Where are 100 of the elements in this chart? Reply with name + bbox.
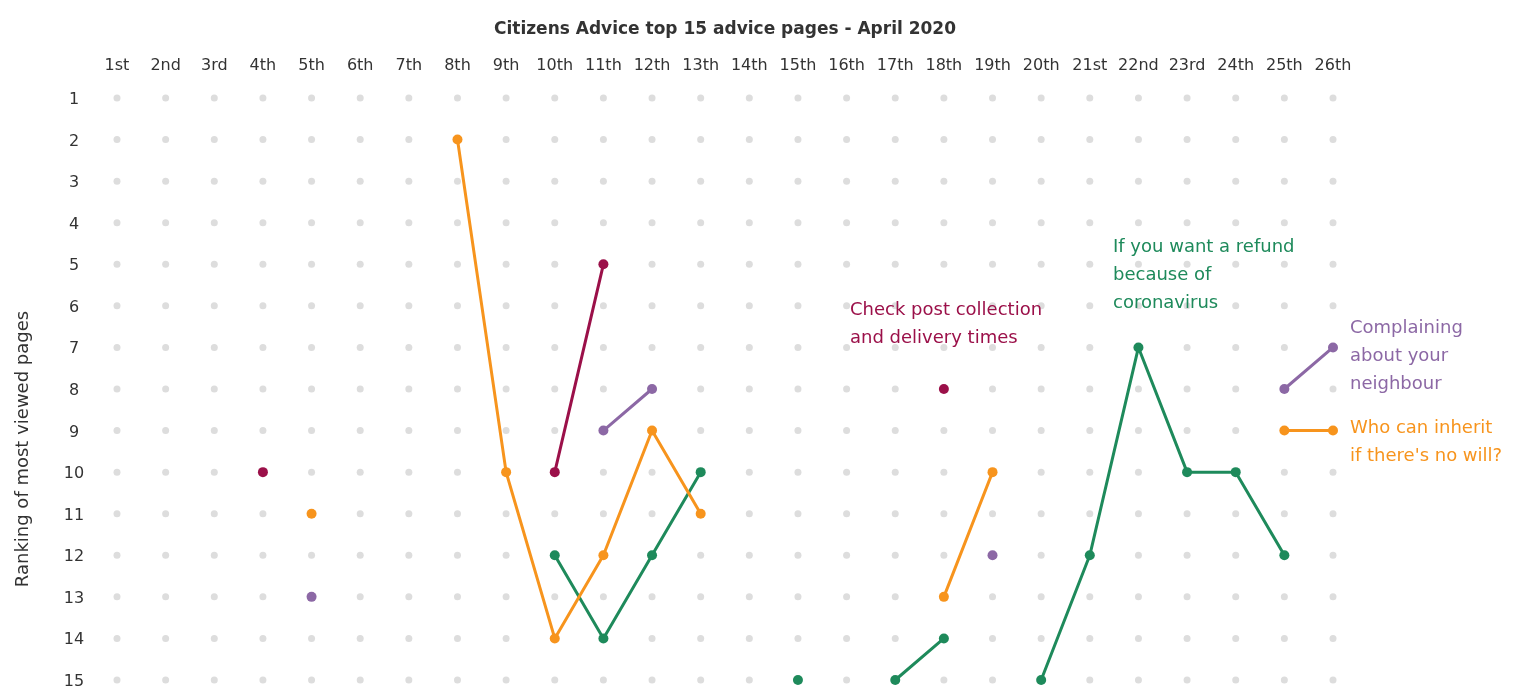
point bbox=[938, 633, 949, 644]
point bbox=[843, 427, 851, 435]
point bbox=[1328, 425, 1338, 436]
point bbox=[356, 302, 364, 310]
point bbox=[843, 551, 851, 559]
point bbox=[1183, 634, 1191, 642]
x-tick-label: 11th bbox=[585, 55, 622, 74]
point bbox=[1232, 427, 1240, 435]
point bbox=[405, 676, 413, 684]
point bbox=[453, 510, 461, 518]
point bbox=[745, 551, 753, 559]
y-tick-label: 10 bbox=[63, 463, 85, 483]
point bbox=[453, 676, 461, 684]
point bbox=[989, 177, 997, 185]
point bbox=[453, 385, 461, 393]
point bbox=[405, 260, 413, 268]
point bbox=[1280, 634, 1288, 642]
x-tick-label: 13th bbox=[682, 55, 720, 74]
point bbox=[453, 302, 461, 310]
point bbox=[745, 260, 753, 268]
point bbox=[598, 259, 609, 270]
x-tick-label: 2nd bbox=[150, 55, 181, 74]
point bbox=[697, 219, 705, 227]
point bbox=[1280, 302, 1288, 310]
point bbox=[843, 136, 851, 144]
point bbox=[356, 593, 364, 601]
point bbox=[1230, 467, 1241, 478]
point bbox=[356, 468, 364, 476]
point bbox=[259, 136, 267, 144]
point bbox=[648, 634, 656, 642]
point bbox=[648, 593, 656, 601]
point bbox=[794, 260, 802, 268]
point bbox=[1280, 219, 1288, 227]
point bbox=[648, 468, 656, 476]
point bbox=[1084, 550, 1095, 561]
chart-title: Citizens Advice top 15 advice pages - April 2020 bbox=[493, 18, 957, 38]
point bbox=[308, 94, 316, 102]
point bbox=[989, 634, 997, 642]
point bbox=[989, 510, 997, 518]
y-tick-label: 15 bbox=[63, 671, 85, 687]
point bbox=[599, 468, 607, 476]
point bbox=[599, 94, 607, 102]
point bbox=[502, 551, 510, 559]
point bbox=[697, 177, 705, 185]
point bbox=[1329, 260, 1337, 268]
y-tick-label: 14 bbox=[63, 629, 85, 649]
point bbox=[1329, 177, 1337, 185]
point bbox=[987, 550, 998, 561]
point bbox=[551, 385, 559, 393]
point bbox=[502, 676, 510, 684]
point bbox=[308, 634, 316, 642]
point bbox=[1036, 675, 1047, 685]
point bbox=[989, 219, 997, 227]
point bbox=[794, 468, 802, 476]
point bbox=[648, 510, 656, 518]
point bbox=[890, 675, 901, 685]
x-tick-label: 16th bbox=[828, 55, 865, 74]
point bbox=[1086, 302, 1094, 310]
point bbox=[113, 593, 121, 601]
point bbox=[308, 427, 316, 435]
x-tick-label: 8th bbox=[444, 55, 471, 74]
point bbox=[794, 510, 802, 518]
point bbox=[452, 134, 463, 145]
point bbox=[1086, 177, 1094, 185]
point bbox=[1134, 468, 1142, 476]
point bbox=[1086, 468, 1094, 476]
point bbox=[259, 219, 267, 227]
point bbox=[745, 136, 753, 144]
point bbox=[162, 510, 170, 518]
series-label: Who can inherit if there's no will? bbox=[1350, 416, 1503, 465]
point bbox=[794, 302, 802, 310]
point bbox=[938, 591, 949, 602]
point bbox=[1037, 94, 1045, 102]
point bbox=[599, 302, 607, 310]
point bbox=[162, 343, 170, 351]
point bbox=[891, 385, 899, 393]
point bbox=[113, 468, 121, 476]
point bbox=[259, 551, 267, 559]
point bbox=[356, 136, 364, 144]
point bbox=[259, 385, 267, 393]
point bbox=[502, 302, 510, 310]
point bbox=[551, 219, 559, 227]
y-tick-label: 1 bbox=[68, 89, 80, 108]
point bbox=[551, 593, 559, 601]
point bbox=[549, 633, 560, 644]
y-tick-label: 13 bbox=[63, 587, 85, 607]
x-tick-label: 10th bbox=[536, 55, 574, 74]
point bbox=[940, 676, 948, 684]
point bbox=[940, 136, 948, 144]
x-tick-label: 21st bbox=[1072, 55, 1108, 74]
point bbox=[453, 593, 461, 601]
point bbox=[745, 634, 753, 642]
point bbox=[1183, 427, 1191, 435]
point bbox=[1086, 219, 1094, 227]
point bbox=[210, 136, 218, 144]
point bbox=[745, 468, 753, 476]
point bbox=[843, 593, 851, 601]
point bbox=[1037, 385, 1045, 393]
point bbox=[891, 219, 899, 227]
point bbox=[1037, 510, 1045, 518]
